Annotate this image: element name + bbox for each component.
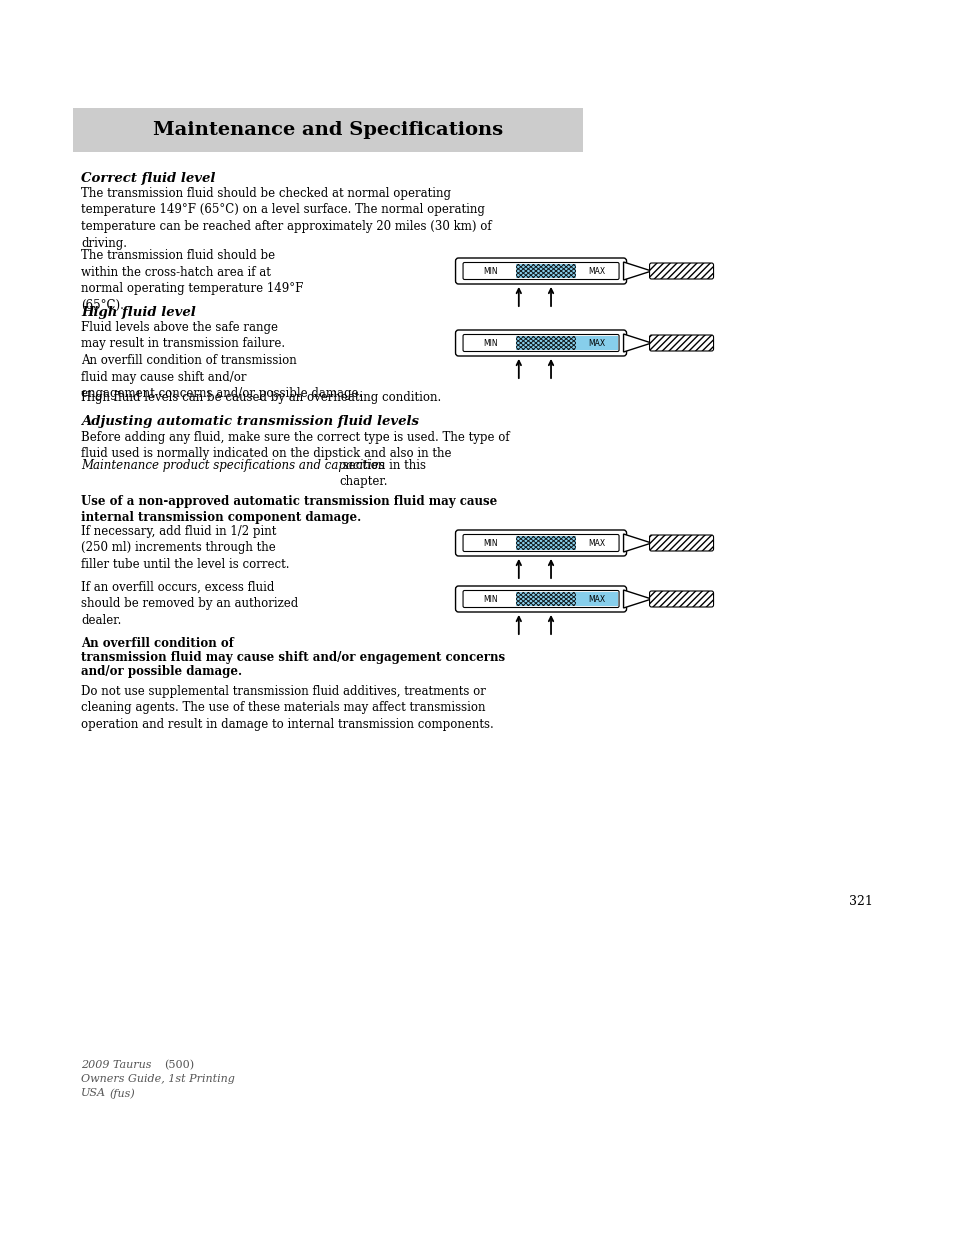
Text: (fus): (fus): [109, 1088, 134, 1099]
Text: Maintenance and Specifications: Maintenance and Specifications: [152, 121, 502, 140]
FancyBboxPatch shape: [649, 535, 713, 551]
Text: MIN: MIN: [482, 594, 497, 604]
Bar: [516, 264, 576, 278]
Text: transmission fluid may cause shift and/or engagement concerns: transmission fluid may cause shift and/o…: [81, 651, 505, 664]
Text: MAX: MAX: [588, 267, 605, 275]
Polygon shape: [623, 590, 651, 608]
Text: High fluid level: High fluid level: [81, 306, 195, 319]
Text: Maintenance product specifications and capacities: Maintenance product specifications and c…: [81, 459, 384, 472]
FancyBboxPatch shape: [456, 585, 626, 613]
Polygon shape: [623, 333, 651, 352]
Text: (500): (500): [164, 1060, 194, 1071]
Bar: [516, 592, 617, 606]
Text: MAX: MAX: [588, 594, 605, 604]
FancyBboxPatch shape: [649, 335, 713, 351]
Text: MAX: MAX: [588, 338, 605, 347]
Text: Correct fluid level: Correct fluid level: [81, 172, 215, 185]
Text: 321: 321: [848, 895, 872, 908]
FancyBboxPatch shape: [649, 263, 713, 279]
FancyBboxPatch shape: [456, 330, 626, 356]
Bar: [516, 536, 576, 550]
Text: The transmission fluid should be checked at normal operating
temperature 149°F (: The transmission fluid should be checked…: [81, 186, 491, 249]
Text: section in this
chapter.: section in this chapter.: [338, 459, 426, 489]
Text: MIN: MIN: [482, 338, 497, 347]
FancyBboxPatch shape: [649, 592, 713, 606]
Text: Use of a non-approved automatic transmission fluid may cause
internal transmissi: Use of a non-approved automatic transmis…: [81, 495, 497, 525]
Bar: [73, 107, 582, 152]
Text: USA: USA: [81, 1088, 106, 1098]
Text: Adjusting automatic transmission fluid levels: Adjusting automatic transmission fluid l…: [81, 415, 418, 429]
Text: and/or possible damage.: and/or possible damage.: [81, 664, 242, 678]
Text: An overfill condition of: An overfill condition of: [81, 637, 233, 650]
Text: If an overfill occurs, excess fluid
should be removed by an authorized
dealer.: If an overfill occurs, excess fluid shou…: [81, 580, 298, 627]
Text: MAX: MAX: [588, 538, 605, 547]
Text: Fluid levels above the safe range
may result in transmission failure.
An overfil: Fluid levels above the safe range may re…: [81, 321, 362, 400]
Text: The transmission fluid should be
within the cross-hatch area if at
normal operat: The transmission fluid should be within …: [81, 249, 303, 311]
FancyBboxPatch shape: [456, 258, 626, 284]
Text: MIN: MIN: [482, 538, 497, 547]
Text: Owners Guide, 1st Printing: Owners Guide, 1st Printing: [81, 1074, 234, 1084]
Text: Do not use supplemental transmission fluid additives, treatments or
cleaning age: Do not use supplemental transmission flu…: [81, 685, 494, 731]
Polygon shape: [623, 534, 651, 552]
Bar: [516, 336, 617, 350]
Polygon shape: [623, 262, 651, 280]
Text: 2009 Taurus: 2009 Taurus: [81, 1060, 152, 1070]
Text: High fluid levels can be caused by an overheating condition.: High fluid levels can be caused by an ov…: [81, 391, 441, 404]
FancyBboxPatch shape: [456, 530, 626, 556]
Text: If necessary, add fluid in 1/2 pint
(250 ml) increments through the
filler tube : If necessary, add fluid in 1/2 pint (250…: [81, 525, 290, 571]
Text: Before adding any fluid, make sure the correct type is used. The type of
fluid u: Before adding any fluid, make sure the c…: [81, 431, 509, 461]
Text: MIN: MIN: [482, 267, 497, 275]
